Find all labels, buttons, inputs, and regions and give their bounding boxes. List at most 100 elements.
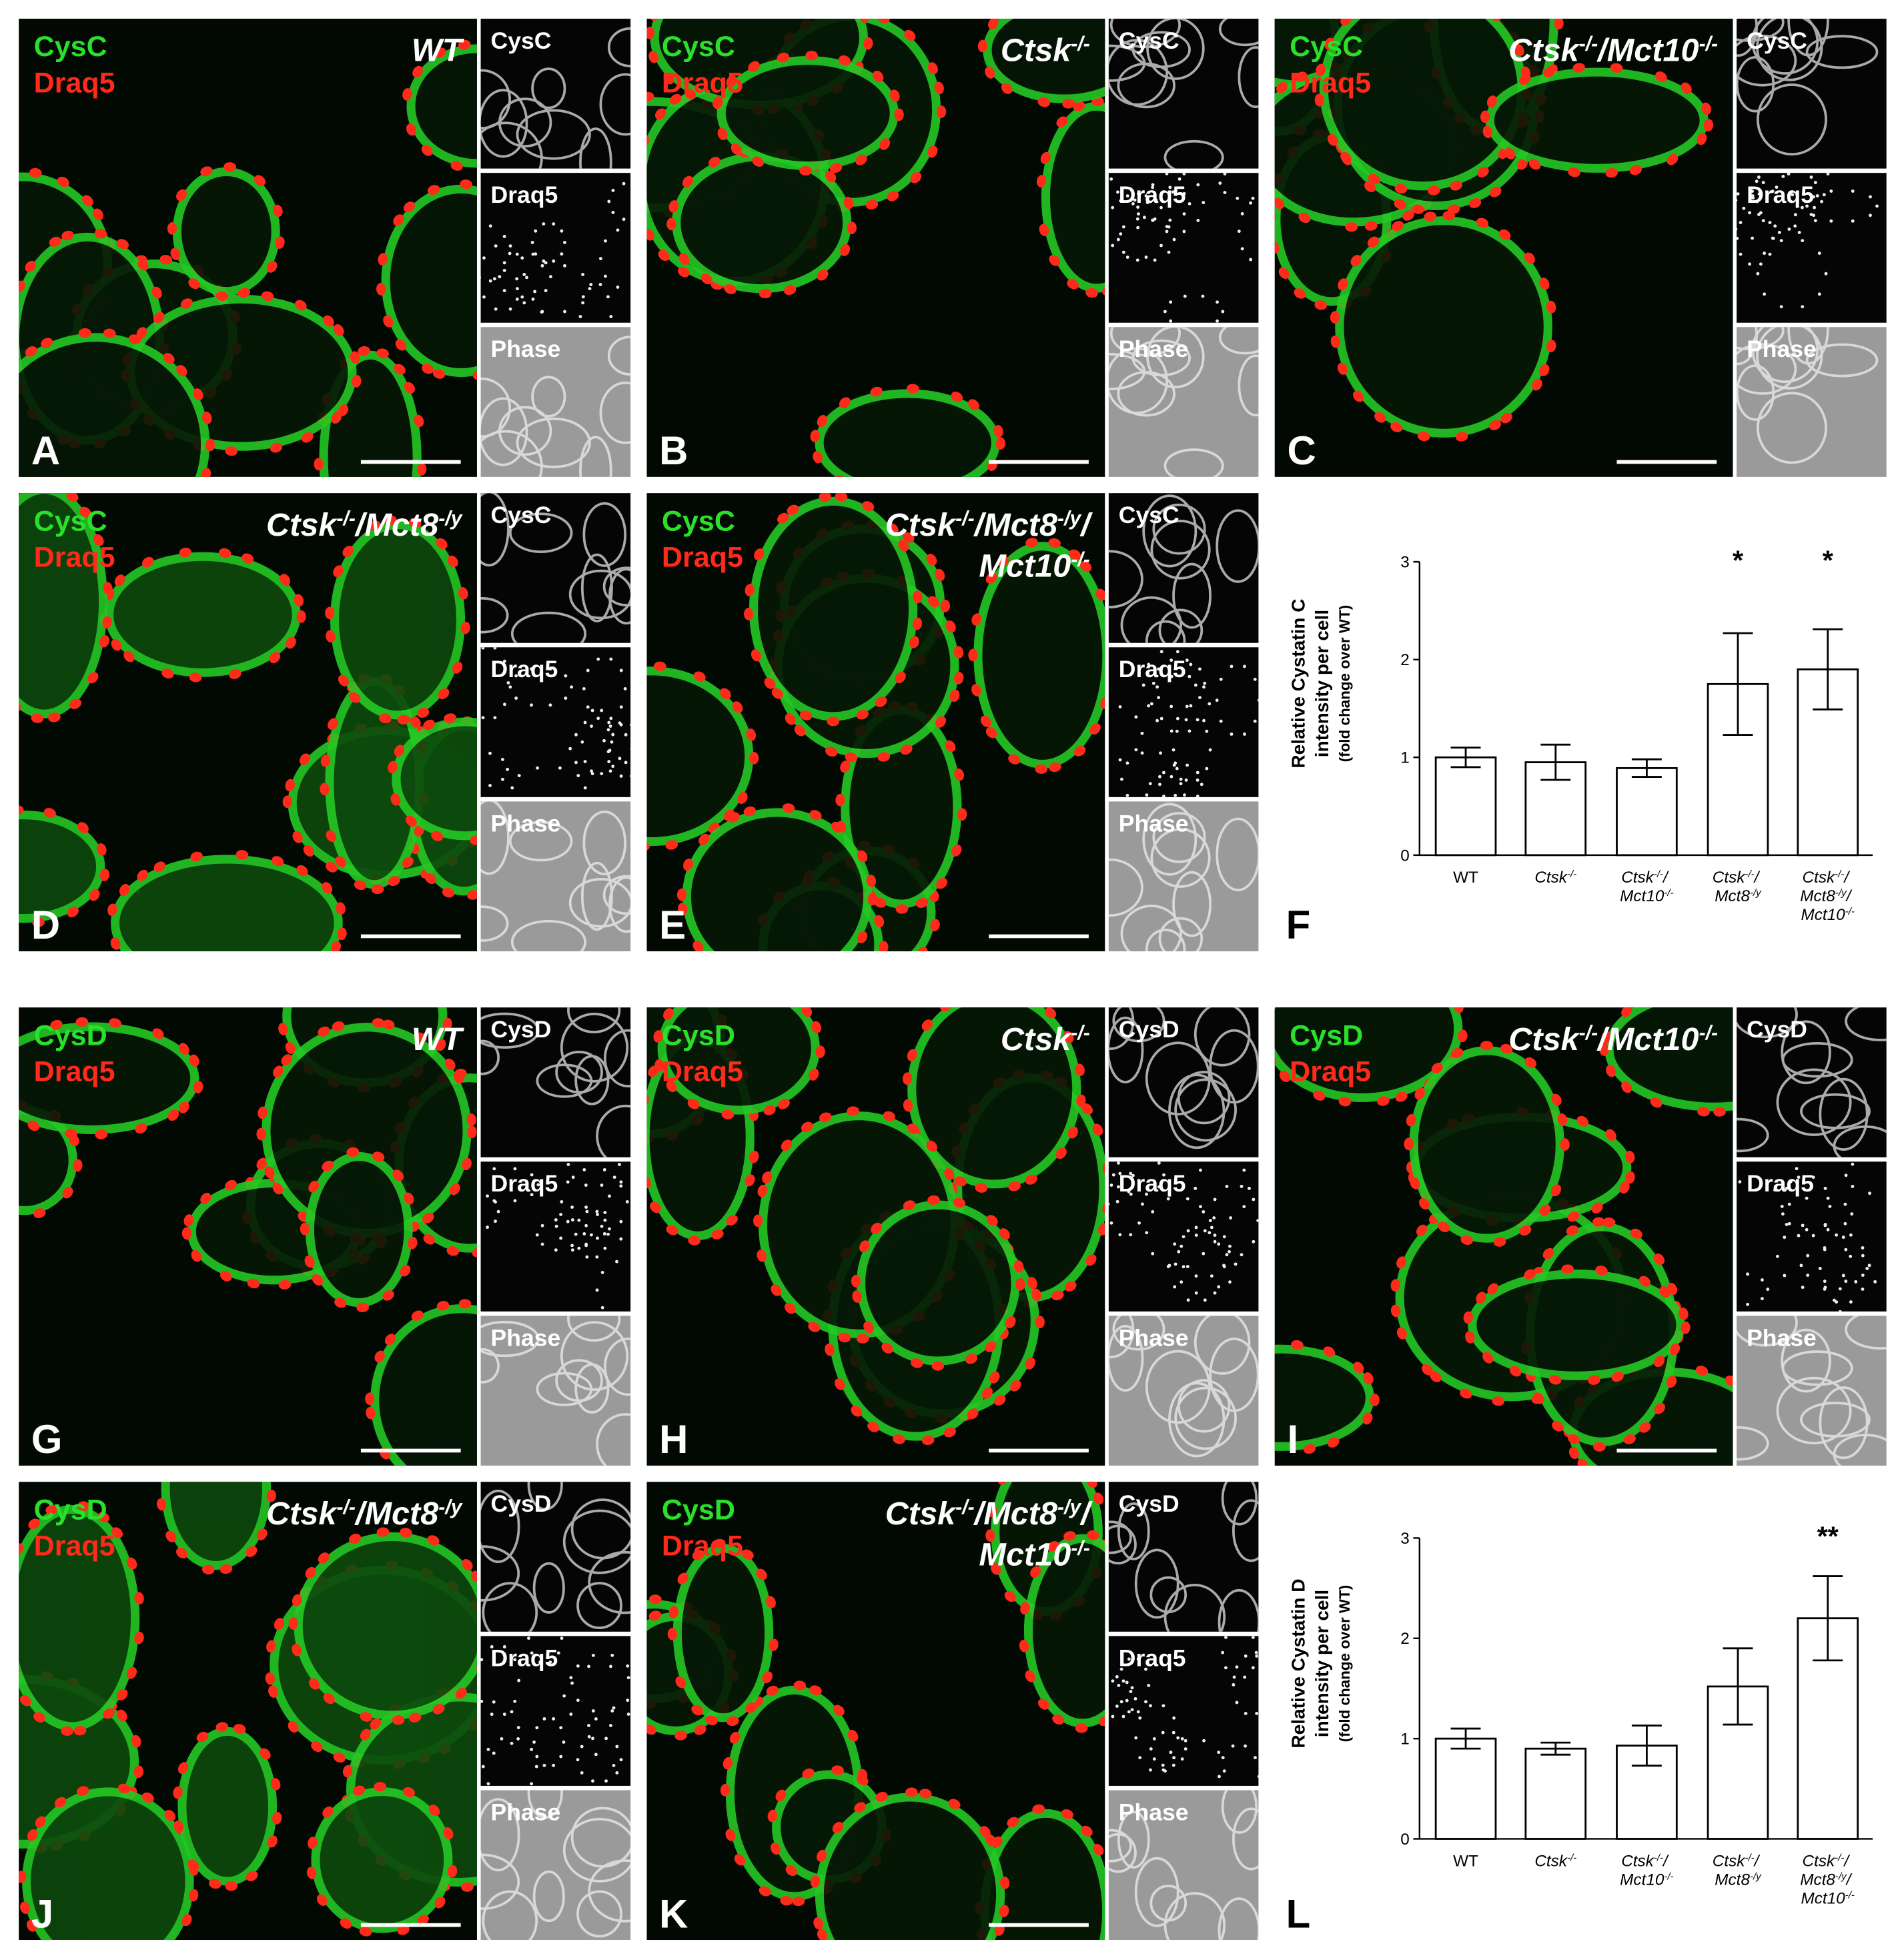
nucleus	[1707, 1482, 1722, 1496]
nucleus	[177, 1762, 189, 1775]
nucleus	[1813, 219, 1817, 223]
nucleus	[927, 1195, 940, 1205]
nucleus	[859, 19, 869, 23]
nucleus	[176, 189, 187, 201]
nucleus	[1134, 1736, 1138, 1740]
nucleus	[442, 1017, 452, 1031]
nucleus	[229, 669, 242, 679]
nucleus	[609, 657, 613, 661]
nucleus	[1109, 1221, 1113, 1225]
nucleus	[265, 1672, 275, 1685]
nucleus	[175, 1547, 188, 1559]
nucleus	[1290, 965, 1305, 980]
nucleus	[292, 1644, 302, 1656]
nucleus	[266, 1489, 276, 1502]
channel-label: Phase	[491, 1324, 561, 1351]
follicle	[580, 553, 613, 622]
nucleus	[1120, 777, 1123, 781]
nucleus	[382, 1019, 395, 1030]
nucleus	[1822, 193, 1826, 197]
nucleus	[4, 1562, 18, 1577]
nucleus	[658, 957, 672, 968]
nucleus	[502, 268, 506, 272]
nucleus	[204, 986, 217, 997]
nucleus	[631, 163, 642, 177]
nucleus	[997, 1482, 1009, 1485]
nucleus	[868, 969, 883, 985]
nucleus	[634, 1694, 637, 1698]
nucleus	[488, 279, 492, 283]
nucleus	[810, 430, 820, 442]
nucleus	[69, 698, 81, 709]
nucleus	[26, 1919, 37, 1932]
follicle	[294, 1532, 477, 1720]
follicle	[1146, 327, 1205, 389]
nucleus	[137, 259, 149, 271]
nucleus	[581, 295, 585, 299]
channel-label: CysD	[1119, 1490, 1179, 1517]
follicle	[480, 801, 510, 875]
nucleus	[1213, 1234, 1217, 1238]
nucleus	[162, 976, 177, 991]
nucleus	[434, 47, 446, 58]
nucleus	[368, 520, 381, 531]
nucleus	[1244, 1654, 1248, 1658]
nucleus	[1454, 1007, 1464, 1013]
nucleus	[397, 714, 410, 724]
nucleus	[1431, 1062, 1443, 1074]
follicle	[1737, 1426, 1769, 1461]
nucleus	[988, 19, 999, 29]
nucleus	[117, 1689, 128, 1700]
channel-content	[1737, 327, 1879, 464]
nucleus	[588, 287, 592, 291]
nucleus	[1476, 217, 1489, 228]
nucleus	[1115, 1199, 1119, 1203]
nucleus	[771, 688, 783, 699]
nucleus	[687, 1098, 700, 1109]
nucleus	[530, 1782, 534, 1786]
nucleus	[443, 1827, 454, 1840]
nucleus	[619, 1237, 623, 1241]
nucleus	[492, 1167, 496, 1171]
nucleus	[1117, 1161, 1120, 1165]
nucleus	[1144, 1667, 1147, 1671]
nucleus	[1147, 662, 1151, 666]
nucleus	[1746, 1302, 1750, 1306]
nucleus	[1779, 305, 1783, 309]
nucleus	[781, 1139, 793, 1151]
nucleus	[1567, 1211, 1580, 1222]
nucleus	[135, 1123, 147, 1134]
nucleus	[676, 888, 687, 901]
nucleus	[785, 1865, 797, 1877]
nucleus	[1328, 134, 1338, 146]
follicle	[599, 381, 631, 444]
nucleus	[813, 1917, 823, 1930]
nucleus	[682, 987, 698, 1003]
nucleus	[859, 1240, 870, 1253]
nucleus	[619, 668, 623, 672]
follicle	[973, 542, 1105, 769]
nucleus	[256, 1528, 268, 1540]
nucleus	[4, 1207, 19, 1220]
nucleus	[638, 765, 641, 768]
nucleus	[1155, 685, 1159, 689]
nucleus	[434, 1897, 446, 1909]
nucleus	[75, 1017, 89, 1027]
nucleus	[266, 261, 278, 273]
nucleus	[1298, 212, 1311, 223]
nucleus	[6, 352, 19, 363]
nucleus	[931, 1361, 945, 1371]
nucleus	[907, 1049, 917, 1061]
nucleus	[394, 1466, 409, 1481]
follicle	[1238, 46, 1259, 109]
nucleus	[193, 1081, 203, 1093]
nucleus	[596, 1213, 599, 1216]
nucleus	[73, 1159, 83, 1172]
nucleus	[1785, 1223, 1789, 1226]
nucleus	[103, 582, 113, 595]
nucleus	[1136, 1657, 1140, 1661]
channel-label: CysD	[1119, 1016, 1179, 1043]
nucleus	[704, 955, 720, 970]
nucleus	[281, 1054, 292, 1066]
nucleus	[1793, 213, 1797, 217]
